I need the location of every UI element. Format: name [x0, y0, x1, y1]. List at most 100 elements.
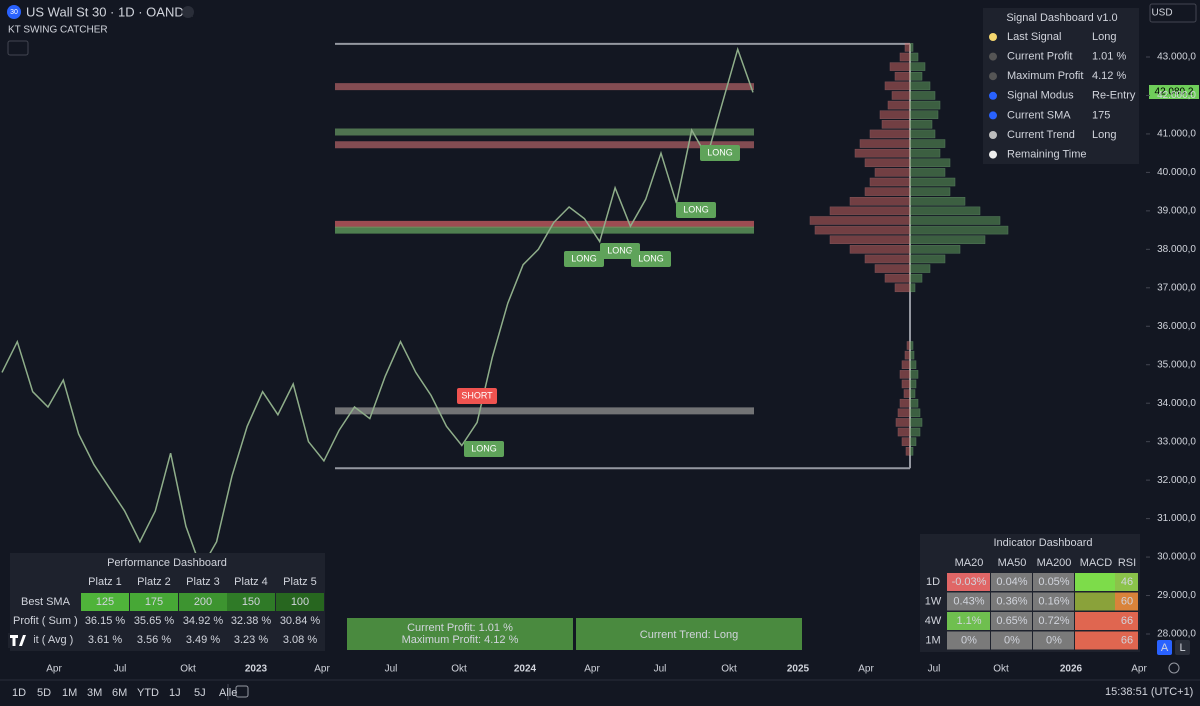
sma-cell [227, 593, 275, 611]
sell-volume [864, 254, 911, 264]
ind-cell-text: 0% [1046, 634, 1062, 646]
range-button[interactable]: Alle [219, 687, 237, 699]
trend-box [576, 618, 802, 650]
price-label: 28.000,0 [1157, 629, 1196, 640]
perf-header: Platz 1 [88, 576, 122, 588]
sell-volume [901, 379, 911, 389]
sell-volume [854, 148, 911, 158]
sell-volume [904, 350, 911, 360]
range-button[interactable]: 1M [62, 687, 77, 699]
perf-header: Platz 2 [137, 576, 171, 588]
axis-button[interactable] [1157, 640, 1172, 655]
ind-cell-text: 0.43% [953, 595, 984, 607]
time-label: Apr [314, 664, 330, 675]
buy-volume [909, 447, 914, 456]
buy-volume [909, 225, 1009, 235]
time-label: Apr [584, 664, 600, 675]
range-button[interactable]: 3M [87, 687, 102, 699]
buy-volume [909, 100, 941, 110]
sell-volume [874, 264, 911, 273]
buy-volume [909, 158, 951, 168]
sma-cell [130, 593, 178, 611]
range-button[interactable]: 6M [112, 687, 127, 699]
signal-box [457, 388, 497, 404]
ind-row-label: 1M [925, 634, 940, 646]
range-button[interactable]: 1J [169, 687, 181, 699]
sell-volume [874, 168, 911, 177]
time-label: Apr [858, 664, 874, 675]
perf-cell: 200 [194, 596, 212, 608]
row-icon [989, 111, 997, 120]
ind-cell [1033, 573, 1074, 591]
row-icon [989, 72, 997, 81]
signal-label: SHORT [461, 390, 493, 400]
menu-dot[interactable] [182, 6, 194, 18]
signal-box [631, 251, 671, 267]
row-icon [989, 91, 997, 100]
ind-cell-text: 0.04% [996, 576, 1027, 588]
range-button[interactable]: 5D [37, 687, 51, 699]
max-profit-text: Maximum Profit: 4.12 % [402, 634, 519, 646]
currency[interactable]: USD [1151, 8, 1172, 19]
ind-cell [991, 631, 1032, 650]
price-line [1, 46, 754, 571]
signal-box [700, 145, 740, 161]
sell-volume [897, 408, 911, 418]
ind-row-label: 1W [925, 595, 942, 607]
ind-cell-text: 0.16% [1038, 595, 1069, 607]
time-label: 2025 [787, 664, 810, 675]
ind-cell [1033, 612, 1074, 630]
perf-row-label: Profit ( Sum ) [13, 615, 78, 627]
symbol[interactable]: US Wall St 30 · 1D · OANDA [26, 4, 193, 19]
buy-volume [909, 177, 956, 187]
buy-volume [909, 52, 919, 62]
buy-volume [909, 437, 917, 446]
footer-bar [0, 680, 1200, 706]
sell-volume [829, 235, 911, 244]
time-label: Jul [114, 664, 127, 675]
buy-volume [909, 427, 921, 437]
sell-volume [901, 437, 911, 446]
date-range-icon[interactable] [235, 685, 249, 698]
time-label: 2023 [245, 664, 268, 675]
axis-button-label[interactable]: A [1161, 642, 1169, 654]
buy-volume [909, 283, 916, 293]
row-label: Remaining Time [1007, 149, 1086, 161]
buy-volume [909, 370, 919, 379]
indicator-name: KT SWING CATCHER [8, 25, 108, 36]
perf-cell: 150 [242, 596, 260, 608]
signal-dashboard [983, 8, 1139, 164]
sell-volume [884, 273, 911, 283]
perf-cell: 125 [96, 596, 114, 608]
ind-cell [1115, 631, 1138, 650]
sell-volume [899, 52, 911, 62]
range-button[interactable]: 5J [194, 687, 206, 699]
sell-volume [881, 120, 911, 129]
collapse-button[interactable] [7, 40, 29, 56]
axis-button[interactable] [1175, 640, 1190, 655]
perf-header: Platz 5 [283, 576, 317, 588]
buy-volume [909, 187, 951, 196]
buy-volume [909, 168, 946, 177]
sell-volume [899, 370, 911, 379]
perf-cell: 3.61 % [88, 634, 122, 646]
time-label: Apr [46, 664, 62, 675]
rsi-text: 66 [1121, 615, 1133, 627]
axis-button-label[interactable]: L [1179, 642, 1185, 654]
range-button[interactable]: YTD [137, 687, 159, 699]
buy-volume [909, 245, 961, 254]
ind-cell [947, 592, 990, 611]
sell-volume [899, 398, 911, 408]
time-label: 2024 [514, 664, 537, 675]
perf-cell: 32.38 % [231, 615, 272, 627]
currency-box[interactable] [1149, 3, 1197, 23]
settings-icon[interactable] [1168, 662, 1180, 674]
row-value: 1.01 % [1092, 51, 1126, 63]
signal-label: LONG [607, 245, 633, 255]
perf-cell: 35.65 % [134, 615, 175, 627]
ind-header: MA50 [998, 557, 1027, 569]
range-button[interactable]: 1D [12, 687, 26, 699]
sma-cell [81, 593, 129, 611]
